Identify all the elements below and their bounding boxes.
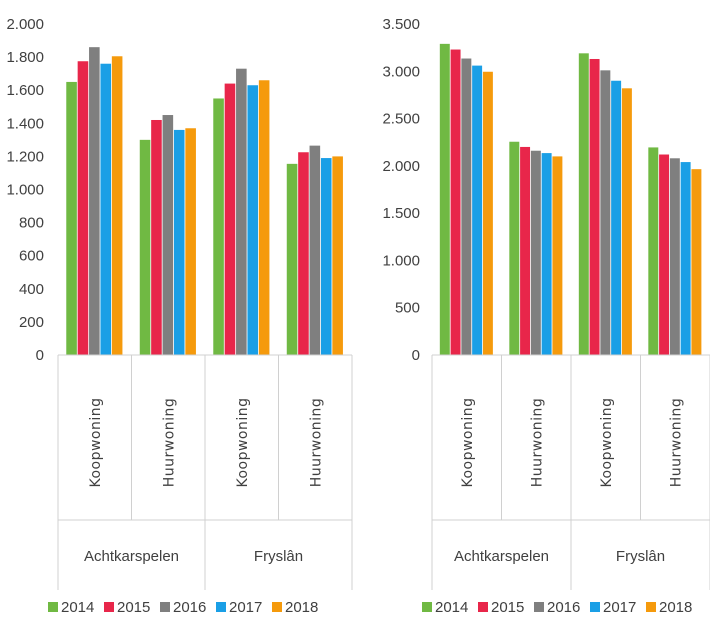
legend-swatch: [478, 602, 488, 612]
legend-swatch: [48, 602, 58, 612]
group-label: Achtkarspelen: [84, 548, 179, 565]
bar-2017: [611, 80, 622, 356]
bar-2017: [680, 162, 691, 355]
y-tick-label: 800: [19, 215, 44, 232]
bar-2016: [461, 58, 472, 356]
bar-2016: [309, 145, 321, 355]
category-label: Koopwoning: [599, 397, 615, 487]
category-label: Koopwoning: [460, 397, 476, 487]
bar-2016: [530, 150, 541, 355]
category-label: Huurwoning: [529, 398, 545, 488]
group-label: Fryslân: [616, 548, 665, 565]
y-tick-label: 1.000: [6, 182, 44, 199]
legend-label: 2018: [285, 599, 318, 616]
y-tick-label: 500: [395, 300, 420, 317]
y-tick-label: 1.200: [6, 148, 44, 165]
bar-2014: [66, 81, 77, 356]
bar-2017: [320, 158, 332, 355]
y-tick-label: 1.800: [6, 49, 44, 66]
y-tick-label: 1.000: [382, 252, 420, 269]
bar-2016: [162, 115, 174, 355]
y-tick-label: 2.000: [6, 16, 44, 33]
y-tick-label: 600: [19, 248, 44, 265]
left-bar-chart: 0 200 400 600 800 1.000 1.200 1.400 1.600 1.800 2.…: [6, 16, 353, 616]
bar-2014: [509, 141, 520, 355]
y-tick-label: 1.400: [6, 115, 44, 132]
category-label: Koopwoning: [88, 397, 104, 487]
bar-2015: [589, 58, 600, 356]
bar-2016: [236, 68, 247, 355]
y-tick-label: 400: [19, 281, 44, 298]
y-tick-label: 1.600: [6, 82, 44, 99]
bar-2018: [691, 169, 702, 355]
legend-swatch: [534, 602, 544, 612]
bar-2017: [173, 129, 185, 355]
category-label: Huurwoning: [308, 398, 324, 488]
legend-label: 2016: [173, 599, 206, 616]
legend-swatch: [590, 602, 600, 612]
legend-swatch: [216, 602, 226, 612]
bar-2018: [258, 80, 270, 356]
bar-2014: [286, 163, 298, 355]
y-tick-label: 0: [36, 347, 44, 364]
y-tick-label: 200: [19, 314, 44, 331]
bar-2016: [89, 47, 100, 356]
bar-2014: [648, 147, 659, 355]
bar-2018: [482, 71, 493, 355]
legend-swatch: [422, 602, 432, 612]
bar-2018: [111, 56, 123, 356]
bar-2018: [552, 156, 563, 355]
bar-2015: [224, 83, 236, 355]
bar-2016: [600, 70, 611, 355]
bar-2015: [151, 119, 162, 356]
bar-2017: [541, 153, 552, 355]
y-tick-label: 1.500: [382, 205, 420, 222]
legend-swatch: [104, 602, 114, 612]
bar-2014: [139, 139, 151, 355]
bar-2015: [77, 61, 89, 356]
category-label: Koopwoning: [235, 397, 251, 487]
bar-2018: [185, 128, 196, 355]
legend-label: 2016: [547, 599, 580, 616]
bar-2017: [247, 85, 259, 356]
y-tick-label: 3.000: [382, 63, 420, 80]
legend-label: 2017: [229, 599, 262, 616]
bar-2014: [213, 98, 224, 355]
legend-label: 2018: [659, 599, 692, 616]
legend-label: 2015: [491, 599, 524, 616]
legend-label: 2014: [61, 599, 94, 616]
bar-2014: [578, 53, 589, 355]
legend-label: 2014: [435, 599, 468, 616]
y-tick-label: 3.500: [382, 16, 420, 33]
y-tick-label: 2.500: [382, 111, 420, 128]
bar-2015: [298, 152, 309, 355]
bar-2015: [659, 154, 670, 355]
group-label: Fryslân: [254, 548, 303, 565]
bar-2017: [472, 65, 483, 356]
bar-2016: [669, 158, 680, 355]
legend-label: 2017: [603, 599, 636, 616]
bar-2018: [332, 156, 343, 355]
legend-swatch: [646, 602, 656, 612]
y-tick-label: 2.000: [382, 158, 420, 175]
group-label: Achtkarspelen: [454, 548, 549, 565]
right-bar-chart: 0 500 1.000 1.500 2.000 2.500 3.000 3.500 Koopwo…: [382, 16, 710, 616]
bar-2015: [450, 49, 461, 355]
category-label: Huurwoning: [668, 398, 684, 488]
category-label: Huurwoning: [161, 398, 177, 488]
bar-2014: [439, 43, 450, 356]
bar-2017: [100, 63, 112, 355]
legend-swatch: [160, 602, 170, 612]
bar-2015: [520, 146, 531, 355]
bar-2018: [621, 88, 632, 355]
legend-label: 2015: [117, 599, 150, 616]
legend-swatch: [272, 602, 282, 612]
y-tick-label: 0: [412, 347, 420, 364]
